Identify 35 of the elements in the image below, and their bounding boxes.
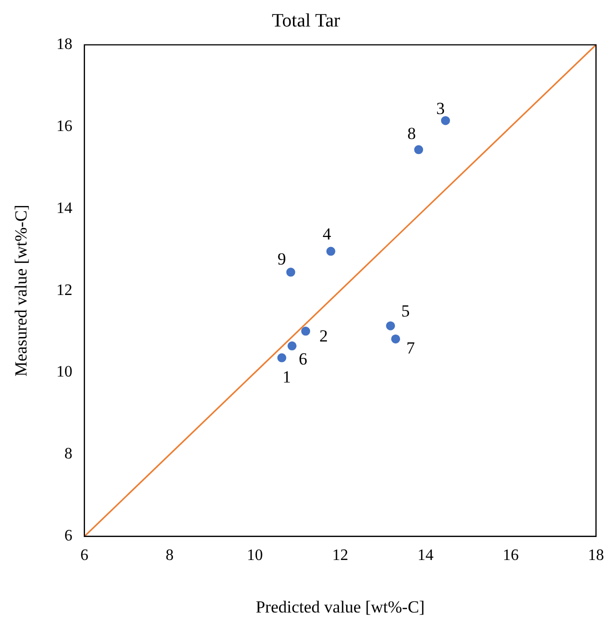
point bbox=[441, 116, 450, 126]
y-tick-label: 18 bbox=[56, 36, 72, 54]
annotation: 1 bbox=[282, 367, 292, 386]
y-axis-title: Measured value [wt%-C] bbox=[12, 204, 31, 377]
annotation: 3 bbox=[436, 99, 445, 118]
y-tick-label: 6 bbox=[64, 528, 72, 545]
annotation: 4 bbox=[322, 224, 332, 244]
x-tick-label: 14 bbox=[417, 547, 434, 564]
annotation: 5 bbox=[401, 301, 410, 320]
point bbox=[414, 145, 424, 154]
x-tick-label: 6 bbox=[80, 547, 88, 564]
chart-title: Total Tar bbox=[272, 10, 341, 32]
point bbox=[391, 334, 400, 344]
x-tick-label: 8 bbox=[166, 547, 174, 564]
x-tick-label: 12 bbox=[332, 547, 348, 564]
x-tick-label: 16 bbox=[502, 547, 519, 564]
x-tick-label: 18 bbox=[588, 547, 604, 564]
x-tick-label: 10 bbox=[246, 547, 263, 564]
y-tick-label: 10 bbox=[56, 364, 72, 381]
annotation: 9 bbox=[277, 250, 286, 269]
x-axis-title: Predicted value [wt%-C] bbox=[256, 597, 425, 616]
point bbox=[386, 321, 396, 330]
point bbox=[288, 341, 297, 350]
annotation: 8 bbox=[407, 124, 416, 144]
point bbox=[301, 326, 310, 336]
point bbox=[286, 268, 296, 277]
y-tick-label: 16 bbox=[56, 118, 72, 135]
annotation: 6 bbox=[298, 349, 308, 368]
y-tick-label: 8 bbox=[64, 446, 72, 463]
annotation: 7 bbox=[406, 338, 416, 358]
y-tick-label: 14 bbox=[56, 200, 72, 217]
y-tick-label: 12 bbox=[56, 282, 72, 299]
point bbox=[277, 353, 286, 362]
annotation: 2 bbox=[319, 326, 328, 346]
point bbox=[326, 246, 336, 256]
